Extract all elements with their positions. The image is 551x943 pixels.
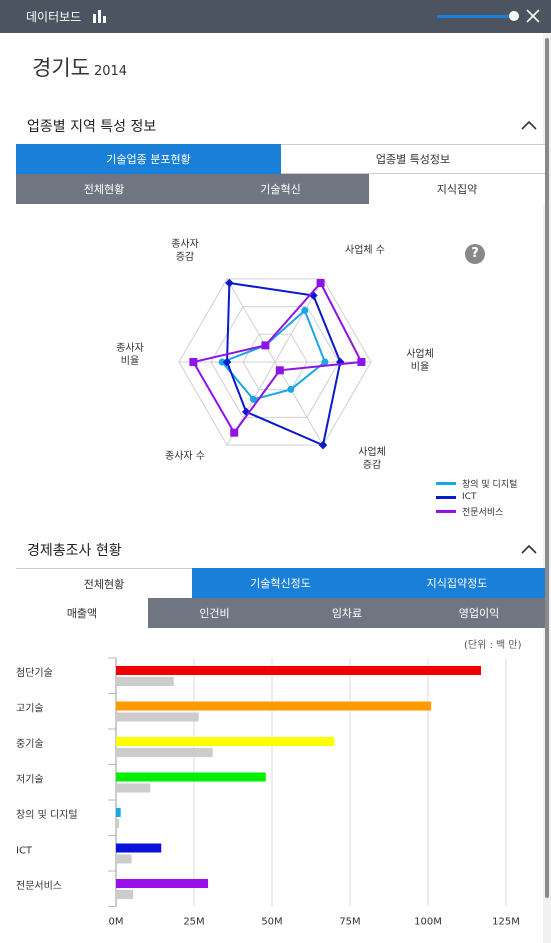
x-tick-label: 25M (183, 917, 204, 928)
radar-axis-label: 종사자 비율 (116, 342, 144, 367)
radar-point (301, 306, 309, 314)
metric-tabs: 매출액 인건비 임차료 영업이익 (16, 598, 545, 628)
tab-tech-innovation[interactable]: 기술혁신정도 (192, 568, 369, 598)
x-tick-label: 0M (109, 917, 124, 928)
radar-point (316, 279, 325, 288)
tab-rent[interactable]: 임차료 (281, 598, 413, 628)
bar-secondary (116, 819, 120, 828)
top-bar: 데이터보드 (0, 0, 551, 33)
tab-knowledge-intensity[interactable]: 지식집약정도 (369, 568, 545, 598)
page-title: 경기도 2014 (32, 52, 127, 82)
radar-point (189, 358, 198, 366)
app-title: 데이터보드 (26, 10, 82, 24)
radar-point (321, 358, 329, 366)
scrollbar-thumb[interactable] (545, 38, 549, 898)
tab-census-overall[interactable]: 전체현황 (16, 568, 192, 598)
radar-point (225, 278, 234, 288)
tab-industry-info[interactable]: 업종별 특성정보 (281, 144, 545, 174)
bar-secondary (116, 677, 174, 686)
bar-primary (116, 701, 432, 711)
industry-sub-tabs: 전체현황 기술혁신 (16, 174, 369, 204)
radar-point (318, 440, 328, 450)
radar-point (261, 341, 270, 350)
radar-series-line (220, 308, 327, 401)
radar-spoke (274, 278, 324, 363)
radar-point (218, 358, 226, 366)
legend-item: ICT (436, 490, 517, 504)
x-tick-label: 75M (339, 917, 360, 928)
bar-secondary (116, 783, 151, 793)
unit-label: (단위 : 백 만) (464, 640, 522, 651)
bar-secondary (116, 854, 132, 864)
tab-innovation[interactable]: 기술혁신 (192, 174, 369, 204)
radar-axis-label: 사업체 수 (345, 243, 385, 256)
bar-secondary (116, 890, 134, 899)
radar-axis-label: 사업체 증감 (358, 445, 386, 471)
bar-primary (116, 879, 209, 888)
industry-tabs: 기술업종 분포현황 업종별 특성정보 (16, 144, 545, 174)
category-label: 중기술 (16, 738, 44, 750)
opacity-slider[interactable] (437, 15, 517, 18)
x-tick-label: 50M (261, 917, 282, 928)
legend-item: 전문서비스 (436, 504, 517, 518)
bar-primary (116, 666, 482, 675)
radar-point (287, 385, 295, 393)
radar-point (222, 357, 232, 367)
chevron-up-icon[interactable] (521, 544, 537, 554)
slider-knob[interactable] (509, 11, 519, 21)
help-icon[interactable]: ? (465, 244, 485, 264)
radar-point (249, 395, 257, 403)
radar-axis-label: 사업체 비율 (406, 347, 434, 373)
tab-labor-cost[interactable]: 인건비 (148, 598, 281, 628)
category-label: 첨단기술 (16, 667, 53, 679)
category-label: 고기술 (16, 703, 44, 715)
category-label: 저기술 (16, 774, 44, 786)
section-title-census: 경제총조사 현황 (27, 543, 122, 559)
chevron-up-icon[interactable] (521, 120, 537, 130)
tab-overall[interactable]: 전체현황 (16, 174, 192, 204)
radar-spoke (274, 361, 324, 446)
close-icon[interactable] (526, 9, 540, 23)
region-year: 2014 (93, 64, 128, 79)
x-tick-label: 125M (492, 917, 520, 928)
bar-secondary (116, 748, 213, 757)
category-label: 창의 및 디지털 (16, 809, 78, 821)
bar-secondary (116, 712, 199, 722)
region-name: 경기도 (32, 56, 90, 80)
radar-point (275, 366, 284, 375)
radar-legend: 창의 및 디지털 ICT 전문서비스 (436, 476, 517, 518)
bar-primary (116, 843, 162, 853)
section-title-industry: 업종별 지역 특성 정보 (27, 119, 157, 135)
category-label: ICT (16, 846, 33, 857)
radar-point (357, 358, 366, 366)
radar-axis-label: 종사자 수 (165, 450, 205, 462)
bar-primary (116, 808, 121, 817)
tab-knowledge[interactable]: 지식집약 (369, 174, 545, 204)
census-tabs: 전체현황 기술혁신정도 지식집약정도 (16, 568, 545, 598)
legend-item: 창의 및 디지털 (436, 476, 517, 490)
tab-operating-profit[interactable]: 영업이익 (413, 598, 545, 628)
tab-sales[interactable]: 매출액 (16, 598, 148, 628)
bar-primary (116, 772, 266, 782)
category-label: 전문서비스 (16, 880, 62, 892)
radar-axis-label: 종사자 증감 (171, 238, 199, 263)
bar-primary (116, 737, 335, 746)
radar-point (230, 428, 239, 437)
x-tick-label: 100M (414, 917, 442, 928)
tab-tech-distribution[interactable]: 기술업종 분포현황 (16, 144, 281, 174)
bar-chart-icon[interactable] (93, 10, 107, 23)
